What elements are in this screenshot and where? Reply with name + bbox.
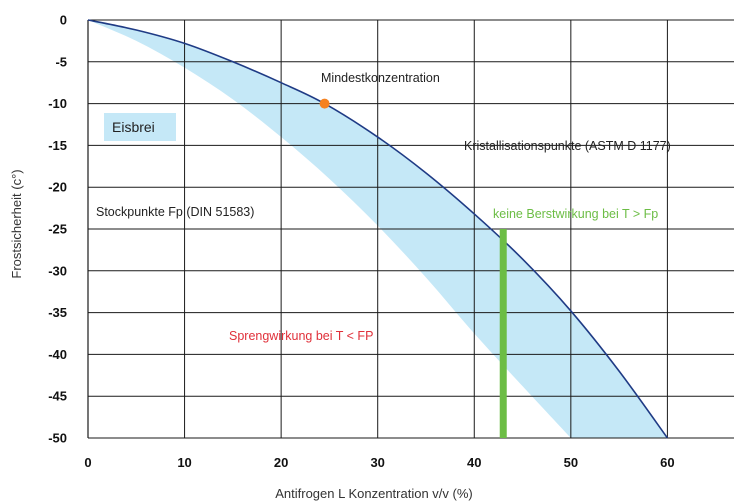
annotation-keine-berstwirkung: keine Berstwirkung bei T > Fp <box>493 207 658 221</box>
threshold-bar <box>499 229 507 438</box>
y-tick-label: -45 <box>48 389 67 404</box>
x-tick-label: 10 <box>177 455 191 470</box>
y-tick-label: -20 <box>48 180 67 195</box>
annotation-mindestkonzentration: Mindestkonzentration <box>321 71 440 85</box>
x-tick-label: 30 <box>370 455 384 470</box>
annotation-stockpunkte: Stockpunkte Fp (DIN 51583) <box>96 205 254 219</box>
kristallisation-curve <box>87 19 669 439</box>
marks-layer <box>319 98 507 438</box>
annotation-eisbrei: Eisbrei <box>112 119 155 135</box>
y-tick-label: -30 <box>48 263 67 278</box>
y-tick-label: -10 <box>48 96 67 111</box>
y-tick-label: -40 <box>48 347 67 362</box>
eisbrei-box <box>104 113 176 141</box>
y-tick-label: -50 <box>48 431 67 446</box>
x-tick-label: 0 <box>84 455 91 470</box>
y-tick-label: -15 <box>48 138 67 153</box>
mindestkonzentration-point <box>319 98 330 109</box>
annotation-sprengwirkung: Sprengwirkung bei T < FP <box>229 329 373 343</box>
x-tick-label: 20 <box>274 455 288 470</box>
y-tick-label: -35 <box>48 305 67 320</box>
x-tick-label: 50 <box>564 455 578 470</box>
y-axis-title: Frostsicherheit (c°) <box>9 169 24 278</box>
tick-layer: 0 -5 -10 -15 -20 -25 -30 -35 -40 -45 -50 0 10 20 30 40 5… <box>48 13 674 471</box>
annotation-kristallisationspunkte: Kristallisationspunkte (ASTM D 1177) <box>464 139 671 153</box>
x-tick-label: 60 <box>660 455 674 470</box>
band-layer <box>88 20 668 438</box>
y-tick-label: -5 <box>55 54 67 69</box>
grid-layer <box>87 19 734 439</box>
x-axis-title: Antifrogen L Konzentration v/v (%) <box>275 486 473 501</box>
y-tick-label: -25 <box>48 222 67 237</box>
curve-layer <box>87 19 669 439</box>
x-tick-label: 40 <box>467 455 481 470</box>
y-tick-label: 0 <box>60 13 67 28</box>
eisbrei-band <box>88 20 668 438</box>
